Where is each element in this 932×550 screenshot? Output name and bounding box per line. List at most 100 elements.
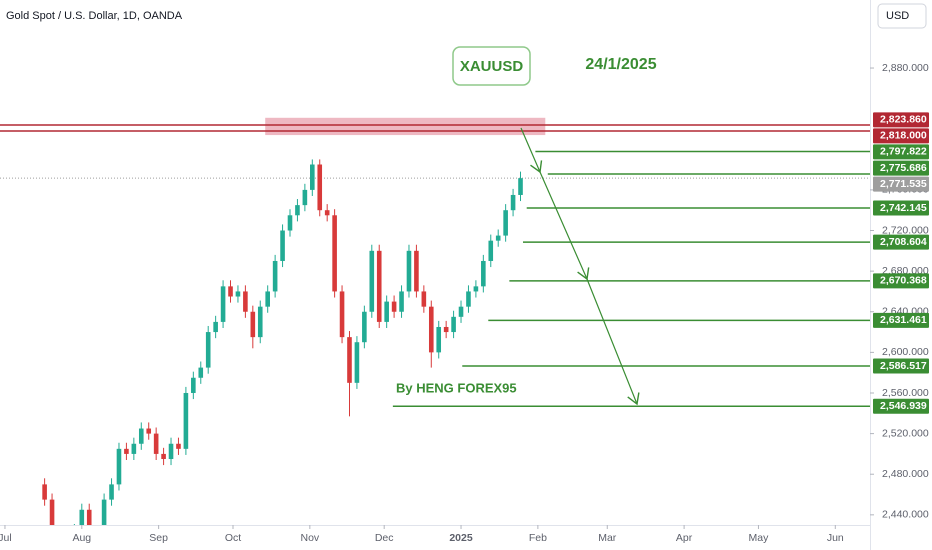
chart-title: Gold Spot / U.S. Dollar, 1D, OANDA <box>6 10 183 22</box>
candle-body <box>265 291 270 307</box>
candle-body <box>124 448 129 454</box>
candle-body <box>481 260 486 287</box>
candle-body <box>310 164 315 190</box>
price-label: 2,797.822 <box>880 146 927 158</box>
currency-box[interactable] <box>877 3 927 29</box>
price-label-box <box>873 144 929 160</box>
price-label-box <box>873 112 929 128</box>
candle-body <box>488 240 494 261</box>
y-tick-label: 2,480.000 <box>882 468 929 480</box>
x-tick-label: Oct <box>225 532 241 544</box>
candle-body <box>428 306 434 353</box>
candle-body <box>317 164 323 211</box>
candle-body <box>228 286 233 297</box>
y-tick-label: 2,720.000 <box>882 224 929 236</box>
price-label: 2,670.368 <box>880 275 927 287</box>
candle-body <box>146 428 152 434</box>
candle-body <box>153 433 159 454</box>
x-tick-label: Sep <box>149 532 168 544</box>
candle-body <box>362 311 367 343</box>
price-label-box <box>873 312 929 328</box>
candle-body <box>176 443 181 449</box>
y-tick-label: 2,520.000 <box>882 427 929 439</box>
price-label: 2,823.860 <box>880 114 927 126</box>
price-label-box <box>873 176 929 192</box>
candle-body <box>86 509 92 525</box>
y-tick-label: 2,560.000 <box>882 387 929 399</box>
candle-body <box>339 291 345 338</box>
candle-body <box>369 250 375 312</box>
price-label: 2,742.145 <box>880 202 927 214</box>
symbol-label: XAUUSD <box>460 58 524 75</box>
price-label: 2,818.000 <box>880 130 927 142</box>
candle-body <box>235 291 241 297</box>
symbol-box <box>452 46 531 86</box>
candle-body <box>399 291 404 312</box>
x-tick-label: Mar <box>598 532 617 544</box>
candle-body <box>503 210 508 236</box>
x-tick-label: Nov <box>300 532 319 544</box>
candle-body <box>116 448 122 485</box>
candle-body <box>131 443 137 454</box>
candle-body <box>161 453 166 459</box>
axes: 2,880.0002,760.0002,720.0002,680.0002,64… <box>0 62 929 544</box>
price-label: 2,546.939 <box>880 400 927 412</box>
candle-body <box>451 316 456 333</box>
candle-body <box>376 250 382 322</box>
y-tick-label: 2,880.000 <box>882 62 929 74</box>
price-label: 2,771.535 <box>880 178 927 190</box>
price-label-box <box>873 398 929 414</box>
author-note: By HENG FOREX95 <box>396 380 517 395</box>
x-tick-label: Aug <box>72 532 91 544</box>
candle-body <box>436 326 442 353</box>
candle-body <box>495 235 501 241</box>
x-tick-label: Apr <box>676 532 693 544</box>
date-note: 24/1/2025 <box>585 56 656 73</box>
price-label-box <box>873 358 929 374</box>
x-tick-label: Jul <box>0 532 12 544</box>
candle-body <box>414 250 419 292</box>
candle-body <box>42 484 47 500</box>
candle-body <box>347 337 352 383</box>
candle-body <box>213 321 218 333</box>
candle-body <box>295 205 300 216</box>
y-tick-label: 2,440.000 <box>882 509 929 521</box>
candle-body <box>384 301 389 322</box>
x-tick-label: Jun <box>827 532 844 544</box>
x-tick-label: Feb <box>529 532 547 544</box>
price-label-box <box>873 234 929 250</box>
candle-body <box>198 367 204 378</box>
candle-body <box>473 286 479 292</box>
price-label: 2,631.461 <box>880 314 927 326</box>
candle-body <box>510 194 516 211</box>
y-tick-label: 2,600.000 <box>882 346 929 358</box>
x-tick-label: 2025 <box>449 532 473 544</box>
x-tick-label: Dec <box>375 532 394 544</box>
price-label: 2,708.604 <box>880 236 927 248</box>
candle-body <box>458 306 464 317</box>
candle-body <box>287 215 293 231</box>
resistance-zone <box>265 117 546 136</box>
candle-body <box>191 377 196 393</box>
forecast-arrow <box>520 127 640 406</box>
candle-body <box>101 499 107 525</box>
price-label-box <box>873 128 929 144</box>
price-label-box <box>873 273 929 289</box>
candle-body <box>324 210 330 216</box>
price-label-box <box>873 200 929 216</box>
candle-body <box>421 291 427 307</box>
price-label: 2,586.517 <box>880 360 927 372</box>
price-label: 2,775.686 <box>880 162 927 174</box>
candle-body <box>79 509 85 525</box>
candle-body <box>250 311 256 338</box>
candle-body <box>332 215 337 292</box>
candle-body <box>220 286 226 322</box>
candle-body <box>205 332 211 368</box>
candle-body <box>466 291 471 307</box>
candle-body <box>243 291 248 312</box>
candle-body <box>138 428 144 444</box>
candle-body <box>109 484 114 500</box>
candle-body <box>183 392 189 449</box>
